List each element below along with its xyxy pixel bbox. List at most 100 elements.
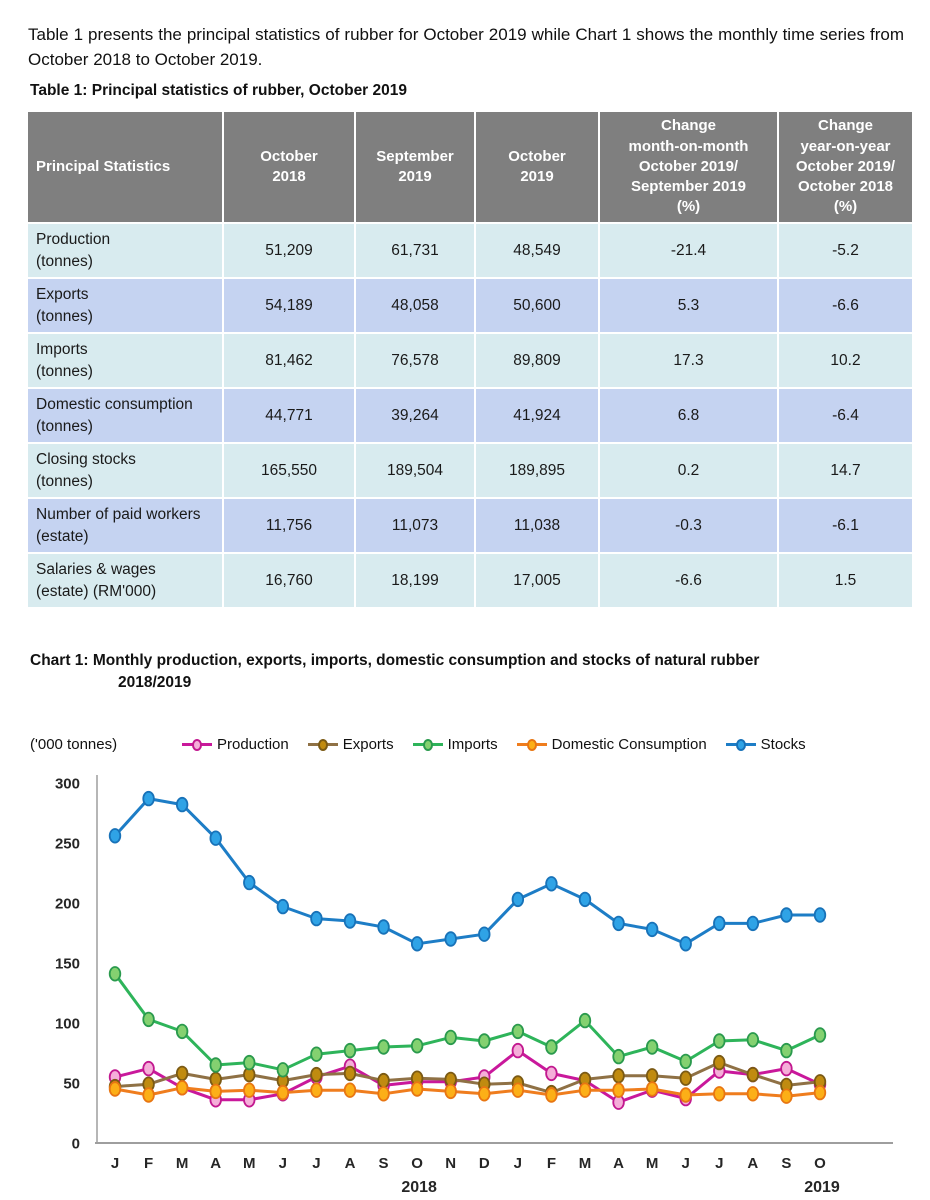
data-point-imports [612,1048,625,1065]
data-point-imports [142,1011,155,1028]
y-axis-unit-label: ('000 tonnes) [30,736,118,753]
legend-marker-icon [182,738,212,752]
month-label: J [111,1155,119,1172]
y-tick-label: 0 [72,1136,80,1153]
data-point-domestic-consumption [142,1087,155,1103]
data-point-domestic-consumption [209,1083,222,1100]
data-point-exports [679,1070,692,1086]
cell-value: -21.4 [600,224,777,277]
data-point-stocks [142,790,155,807]
cell-value: 17,005 [476,554,598,607]
year-label-2018: 2018 [401,1179,437,1196]
data-point-exports [713,1054,726,1071]
data-point-domestic-consumption [780,1088,793,1104]
data-point-domestic-consumption [243,1082,256,1098]
month-label: D [479,1155,490,1172]
row-sublabel: (tonnes) [36,307,93,325]
month-label: F [144,1155,153,1172]
line-chart: 0 50 100 150 200 250 300 J F M A M J J A S O N D J F M A M J J A S O… [55,775,893,1196]
header-october-2018: October 2018 [224,112,354,222]
month-label: M [176,1155,189,1172]
data-point-imports [511,1023,525,1040]
data-point-stocks [410,936,424,952]
cell-value: 11,756 [224,499,354,552]
data-point-stocks [813,907,827,923]
data-point-domestic-consumption [746,1086,760,1102]
legend-marker-icon [725,738,756,752]
cell-value: -5.2 [779,224,912,277]
row-label: Closing stocks [36,450,136,468]
month-label: M [243,1155,256,1172]
cell-value: 16,760 [224,554,354,607]
data-point-imports [175,1023,189,1040]
data-point-imports [578,1012,592,1029]
y-tick-label: 300 [55,776,80,793]
y-tick-label: 250 [55,836,80,853]
legend-item-imports: Imports [412,736,498,753]
cell-value: 61,731 [356,224,474,277]
data-point-domestic-consumption [645,1081,659,1097]
y-tick-label: 100 [55,1016,80,1033]
cell-value: 17.3 [600,334,777,387]
data-point-imports [478,1033,491,1049]
data-point-imports [713,1033,726,1049]
row-sublabel: (tonnes) [36,417,93,435]
cell-value: 165,550 [224,444,354,497]
legend-items: Production Exports Imports Domestic Consump… [182,736,910,753]
data-point-stocks [545,876,558,892]
legend-item-production: Production [182,736,289,753]
cell-value: 5.3 [600,279,777,332]
data-point-stocks [612,915,625,932]
month-label: J [279,1155,287,1172]
data-point-domestic-consumption [343,1082,357,1098]
data-point-stocks [511,891,525,908]
data-point-imports [310,1046,323,1062]
data-point-domestic-consumption [108,1081,122,1097]
data-point-domestic-consumption [545,1087,558,1103]
data-point-production [511,1042,525,1059]
legend-item-stocks: Stocks [725,736,806,753]
chart-title-line2: 2018/2019 [118,673,192,691]
table-row-salaries-wages: Salaries & wages (estate) (RM'000) 16,760… [28,554,912,607]
legend-label: Imports [447,736,498,753]
row-label: Imports [36,340,88,358]
data-point-stocks [780,907,793,923]
data-point-production [780,1060,793,1077]
series-stocks [108,790,827,952]
y-tick-label: 150 [55,956,80,973]
data-point-domestic-consumption [310,1082,323,1098]
data-point-exports [377,1072,390,1089]
data-point-imports [410,1038,424,1054]
cell-value: 0.2 [600,444,777,497]
data-point-domestic-consumption [813,1084,827,1101]
cell-value: -6.4 [779,389,912,442]
data-point-stocks [377,919,390,935]
data-point-domestic-consumption [511,1082,525,1098]
data-point-imports [444,1029,457,1046]
table-row-paid-workers: Number of paid workers (estate) 11,756 11… [28,499,912,552]
data-point-imports [645,1039,659,1055]
data-point-domestic-consumption [713,1086,726,1102]
data-point-exports [310,1066,323,1083]
data-point-stocks [578,891,592,908]
year-label-2019: 2019 [804,1179,840,1196]
header-change-yoy: Change year-on-year October 2019/ Octobe… [779,112,912,222]
data-point-stocks [209,830,222,846]
data-point-production [545,1065,558,1082]
legend-label: Production [217,736,289,753]
data-point-imports [780,1042,793,1059]
cell-value: 44,771 [224,389,354,442]
table-row-exports: Exports (tonnes) 54,189 48,058 50,600 5.3… [28,279,912,332]
data-point-exports [746,1066,760,1083]
month-label: A [747,1155,758,1172]
y-tick-label: 50 [63,1076,80,1093]
series-exports [108,1054,827,1101]
legend-item-exports: Exports [307,736,394,753]
y-tick-labels: 0 50 100 150 200 250 300 [55,776,80,1153]
legend-marker-icon [412,738,443,752]
legend-label: Stocks [760,736,806,753]
month-label: A [345,1155,356,1172]
data-point-stocks [343,913,357,929]
data-point-imports [108,966,122,982]
series-line-stocks [113,797,820,946]
